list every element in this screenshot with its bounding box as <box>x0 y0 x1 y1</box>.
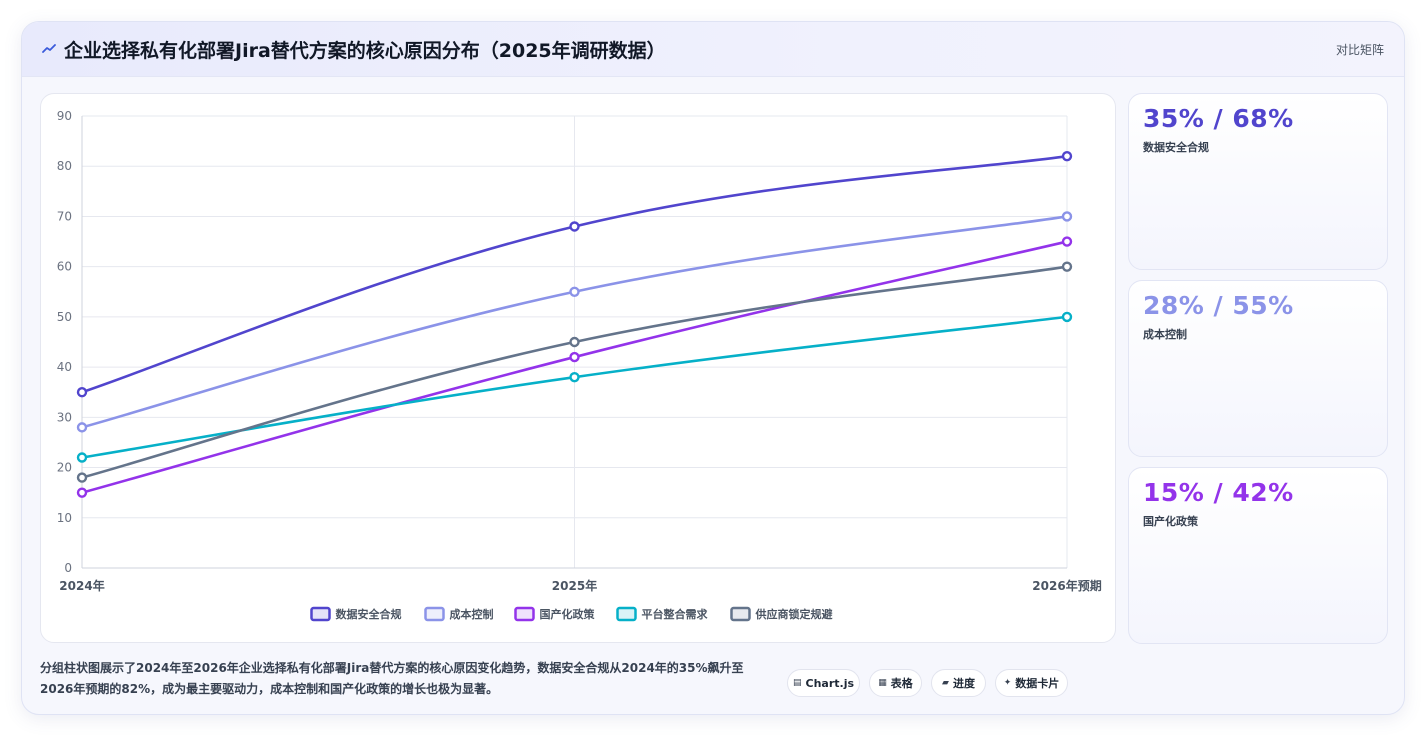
stat-value: 28% / 55% <box>1143 291 1294 320</box>
stat-label: 国产化政策 <box>1143 515 1198 528</box>
data-point <box>1061 311 1073 323</box>
table-icon: ▦ <box>878 678 887 688</box>
stat-card-cost-control: 28% / 55% 成本控制 <box>1128 280 1388 457</box>
data-point <box>1061 261 1073 272</box>
legend-label: 国产化政策 <box>540 607 596 621</box>
data-point <box>76 472 88 483</box>
report-card: 企业选择私有化部署Jira替代方案的核心原因分布（2025年调研数据） 对比矩阵… <box>21 21 1405 715</box>
x-tick-label: 2025年 <box>552 578 597 593</box>
legend-label: 平台整合需求 <box>642 607 709 621</box>
data-point <box>76 387 88 398</box>
stat-label: 数据安全合规 <box>1143 141 1209 154</box>
y-tick-label: 90 <box>57 109 72 123</box>
table-view-button[interactable]: ▦ 表格 <box>869 669 922 697</box>
button-label: 数据卡片 <box>1015 677 1060 690</box>
y-tick-label: 80 <box>57 159 72 173</box>
data-point <box>76 452 88 463</box>
legend-label: 供应商锁定规避 <box>755 607 834 621</box>
stat-value: 35% / 68% <box>1143 104 1294 133</box>
legend-item[interactable]: 供应商锁定规避 <box>730 606 834 622</box>
legend-label: 成本控制 <box>450 607 494 621</box>
data-point <box>569 221 580 232</box>
legend-swatch <box>514 606 535 622</box>
y-tick-label: 0 <box>64 561 72 575</box>
button-label: 进度 <box>952 677 975 690</box>
data-point <box>1061 211 1073 222</box>
y-tick-label: 70 <box>57 209 72 223</box>
data-point <box>76 422 88 433</box>
button-label: 表格 <box>890 677 913 690</box>
legend-item[interactable]: 数据安全合规 <box>310 606 402 622</box>
chart-description: 分组柱状图展示了2024年至2026年企业选择私有化部署Jira替代方案的核心原… <box>40 661 744 696</box>
button-label: Chart.js <box>805 676 855 690</box>
legend-swatch <box>424 606 445 622</box>
stat-label: 成本控制 <box>1143 328 1187 341</box>
comparison-matrix-link[interactable]: 对比矩阵 <box>1335 43 1384 57</box>
stat-value: 15% / 42% <box>1143 478 1294 507</box>
legend-item[interactable]: 成本控制 <box>424 606 494 622</box>
data-point <box>1061 150 1073 162</box>
stat-card-localization-policy: 15% / 42% 国产化政策 <box>1128 467 1388 644</box>
y-tick-label: 50 <box>57 310 72 324</box>
chart-icon: ▤ <box>792 678 802 688</box>
progress-view-button[interactable]: ▰ 进度 <box>931 669 986 697</box>
data-point <box>569 351 580 363</box>
legend-swatch <box>616 606 637 622</box>
y-tick-label: 30 <box>57 410 72 424</box>
chart-panel: 0 10 20 30 40 50 60 70 80 90 2024年 2025年 2026年预期数据安全… <box>40 93 1116 643</box>
y-tick-label: 20 <box>57 461 72 475</box>
legend-swatch <box>730 606 751 622</box>
progress-icon: ▰ <box>942 678 949 688</box>
line-chart: 0 10 20 30 40 50 60 70 80 90 2024年 2025年 2026年预期数据安全… <box>57 109 1102 622</box>
stat-card-data-security: 35% / 68% 数据安全合规 <box>1128 93 1388 270</box>
data-point <box>569 286 580 297</box>
data-point <box>569 336 580 348</box>
legend-item[interactable]: 平台整合需求 <box>616 606 709 622</box>
legend-label: 数据安全合规 <box>336 607 402 621</box>
data-point <box>1061 236 1073 247</box>
y-tick-label: 10 <box>57 511 72 525</box>
data-cards-view-button[interactable]: ✦ 数据卡片 <box>995 669 1068 697</box>
card-header: 企业选择私有化部署Jira替代方案的核心原因分布（2025年调研数据） 对比矩阵 <box>22 22 1404 77</box>
y-tick-label: 40 <box>57 360 72 374</box>
page-title: 企业选择私有化部署Jira替代方案的核心原因分布（2025年调研数据） <box>64 40 666 62</box>
data-point <box>569 371 580 383</box>
x-tick-label: 2024年 <box>59 578 104 593</box>
y-tick-label: 60 <box>57 260 72 274</box>
sparkle-icon: ✦ <box>1003 678 1012 688</box>
chart-line-icon <box>42 44 56 53</box>
legend-item[interactable]: 国产化政策 <box>514 606 596 622</box>
legend-swatch <box>310 606 331 622</box>
data-point <box>76 487 88 498</box>
chartjs-view-button[interactable]: ▤ Chart.js <box>787 669 860 697</box>
x-tick-label: 2026年预期 <box>1032 578 1101 593</box>
